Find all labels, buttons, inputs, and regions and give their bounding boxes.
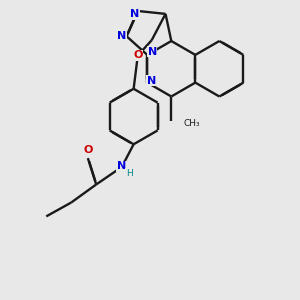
Text: N: N <box>130 9 140 19</box>
Text: CH₃: CH₃ <box>183 119 200 128</box>
Text: O: O <box>83 145 92 155</box>
Text: N: N <box>116 161 126 172</box>
Text: H: H <box>126 169 133 178</box>
Text: N: N <box>148 47 157 57</box>
Text: N: N <box>117 31 126 41</box>
Text: O: O <box>133 50 142 61</box>
Text: N: N <box>147 76 156 85</box>
